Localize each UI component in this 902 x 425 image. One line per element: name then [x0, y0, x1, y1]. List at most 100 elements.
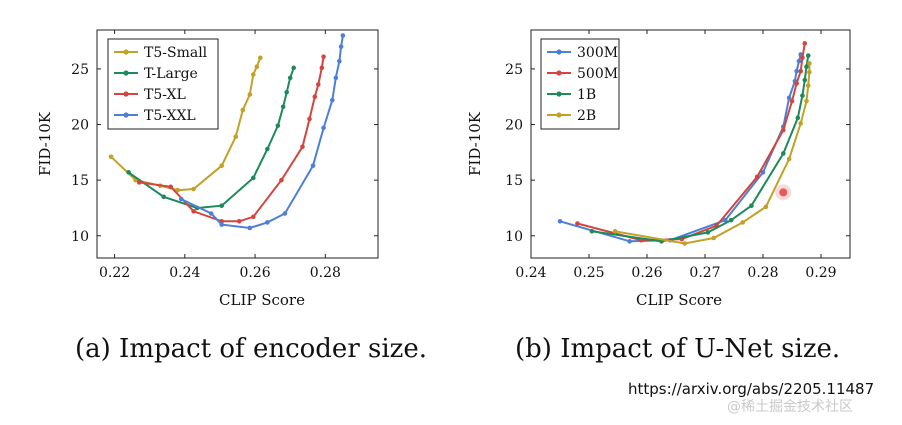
y-tick-label: 25	[71, 62, 89, 78]
data-point	[321, 54, 326, 59]
data-point	[575, 221, 580, 226]
data-point	[807, 69, 812, 75]
data-point	[804, 98, 809, 104]
chart-unet-size: 0.24 0.25 0.26 0.27 0.28 0.29 10 15 20 25 CLIP Sco…	[466, 29, 851, 309]
charts-canvas: 0.22 0.24 0.26 0.28 10 15 20 25 CLIP Score FID-10…	[36, 29, 851, 309]
data-point	[795, 115, 801, 121]
y-tick-label: 20	[71, 118, 89, 134]
series-1b	[589, 53, 811, 244]
source-url[interactable]: https://arxiv.org/abs/2205.11487	[628, 380, 875, 398]
data-point	[312, 94, 318, 100]
data-point	[805, 83, 811, 88]
series-2b	[612, 61, 812, 246]
data-point	[337, 58, 342, 64]
data-point	[219, 222, 224, 227]
data-point	[282, 211, 288, 216]
data-point	[333, 75, 339, 81]
x-tick-label: 0.26	[631, 265, 662, 281]
caption-left: (a) Impact of encoder size.	[75, 334, 428, 364]
data-point	[763, 204, 769, 210]
legend-label: 300M	[577, 45, 618, 61]
data-point	[321, 125, 326, 131]
legend-label: 2B	[577, 108, 596, 124]
data-point	[208, 211, 214, 216]
data-point	[798, 68, 803, 74]
data-point	[627, 239, 632, 244]
data-point	[330, 97, 335, 103]
data-point	[557, 218, 563, 224]
data-point	[794, 68, 799, 74]
x-tick-label: 0.27	[689, 265, 720, 281]
watermark-text: @稀土掘金技术社区	[727, 399, 853, 415]
y-axis-label: FID-10K	[466, 111, 484, 176]
data-point	[136, 180, 142, 185]
data-point	[161, 194, 167, 200]
data-point	[126, 170, 131, 175]
data-point	[789, 98, 795, 104]
legend-marker	[556, 91, 562, 97]
x-tick-label: 0.26	[239, 265, 270, 281]
legend-marker	[123, 112, 129, 118]
legend-label: T5-XL	[144, 87, 186, 103]
legend-marker	[123, 49, 129, 55]
data-point	[108, 154, 114, 160]
data-point	[191, 186, 196, 192]
x-axis-label: CLIP Score	[219, 291, 305, 309]
plot-frame	[96, 29, 379, 259]
legend-label: T5-XXL	[144, 108, 196, 124]
data-point	[340, 33, 346, 38]
legend-marker	[556, 49, 562, 55]
data-point	[612, 229, 618, 234]
x-tick-label: 0.28	[747, 265, 778, 281]
data-point	[300, 144, 305, 150]
data-point	[786, 156, 792, 162]
data-point	[754, 174, 760, 180]
legend-label: T5-Small	[144, 45, 208, 61]
data-point	[168, 184, 174, 190]
data-point	[307, 116, 312, 122]
data-point	[240, 107, 246, 113]
data-point	[319, 65, 325, 71]
y-axis-label: FID-10K	[36, 111, 54, 176]
x-tick-label: 0.25	[573, 265, 604, 281]
data-point	[781, 127, 786, 133]
legend: 300M 500M 1B 2B	[540, 38, 620, 130]
data-point	[247, 225, 253, 231]
legend-marker	[123, 91, 129, 97]
data-point	[284, 89, 289, 95]
data-point	[589, 229, 595, 234]
x-tick-label: 0.22	[99, 265, 130, 281]
data-point	[251, 214, 256, 220]
data-point	[219, 203, 224, 209]
data-point	[254, 64, 260, 70]
data-point	[796, 58, 802, 64]
data-point	[191, 208, 196, 214]
data-point	[251, 175, 256, 181]
data-point	[804, 64, 809, 70]
legend-marker	[556, 112, 562, 118]
data-point	[258, 55, 263, 61]
data-point	[760, 170, 766, 175]
data-point	[265, 146, 270, 152]
legend-label: T-Large	[144, 66, 198, 82]
data-point	[802, 77, 808, 83]
data-point	[265, 220, 270, 225]
y-tick-label: 20	[505, 118, 523, 134]
data-point	[800, 93, 805, 98]
data-point	[711, 235, 716, 241]
data-point	[781, 151, 786, 156]
data-point	[315, 82, 321, 87]
legend-label: 1B	[577, 87, 596, 103]
plot-frame	[530, 29, 851, 259]
data-point	[805, 53, 811, 58]
legend-label: 500M	[577, 66, 618, 82]
series-line	[614, 63, 811, 245]
y-tick-label: 10	[505, 229, 523, 245]
data-point	[175, 187, 181, 193]
y-tick-label: 10	[71, 229, 89, 245]
data-point	[728, 217, 734, 223]
data-point	[287, 75, 293, 81]
data-point	[749, 203, 754, 209]
data-point	[800, 55, 805, 61]
series-t5-xl	[136, 54, 326, 224]
